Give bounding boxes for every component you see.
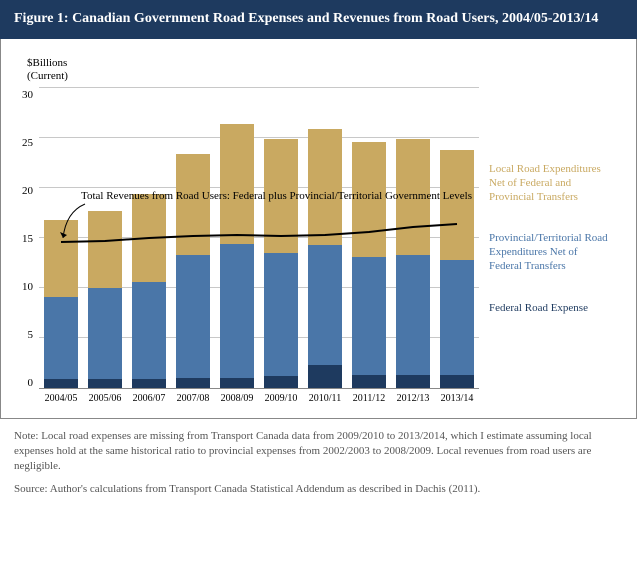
xtick: 2012/13 (396, 393, 430, 404)
bar-segment-federal (132, 379, 166, 388)
bar-group (352, 142, 386, 388)
bar-segment-provincial (440, 260, 474, 375)
bar-segment-provincial (396, 255, 430, 375)
bar-segment-provincial (88, 288, 122, 379)
xtick: 2007/08 (176, 393, 210, 404)
xtick: 2010/11 (308, 393, 342, 404)
bar-segment-federal (396, 375, 430, 388)
xtick: 2013/14 (440, 393, 474, 404)
ytick: 10 (22, 281, 33, 293)
bar-segment-provincial (264, 253, 298, 376)
ytick: 5 (28, 329, 34, 341)
legend-item: Local Road Expenditures Net of Federal a… (489, 163, 609, 204)
bar-segment-provincial (44, 297, 78, 379)
bar-segment-local (440, 150, 474, 260)
bar-segment-federal (88, 379, 122, 388)
xtick: 2011/12 (352, 393, 386, 404)
bar-segment-federal (44, 379, 78, 388)
bar-segment-provincial (220, 244, 254, 378)
bar-segment-provincial (308, 245, 342, 365)
bar-segment-local (220, 124, 254, 244)
bar-segment-provincial (352, 257, 386, 375)
bar-group (220, 124, 254, 388)
bar-segment-local (132, 194, 166, 282)
bar-group (396, 139, 430, 388)
xtick: 2004/05 (44, 393, 78, 404)
line-annotation: Total Revenues from Road Users: Federal … (81, 190, 472, 202)
gridline (39, 87, 479, 88)
bar-segment-federal (352, 375, 386, 388)
bar-group (308, 129, 342, 388)
bar-group (264, 139, 298, 388)
figure-header: Figure 1: Canadian Government Road Expen… (0, 0, 637, 39)
legend-item: Provincial/Territorial Road Expenditures… (489, 232, 609, 273)
source-text: Source: Author's calculations from Trans… (14, 482, 623, 497)
bar-segment-federal (176, 378, 210, 388)
bar-segment-federal (220, 378, 254, 388)
bar-segment-local (88, 211, 122, 288)
plot-and-legend: Total Revenues from Road Users: Federal … (39, 89, 626, 389)
bar-group (440, 150, 474, 388)
bar-segment-local (308, 129, 342, 245)
bar-group (44, 220, 78, 388)
plot-wrap: 30 25 20 15 10 5 0 Total Revenues from Road Us… (11, 89, 626, 389)
plot-area: Total Revenues from Road Users: Federal … (39, 89, 479, 389)
xtick: 2008/09 (220, 393, 254, 404)
footnotes: Note: Local road expenses are missing fr… (0, 419, 637, 512)
ytick: 15 (22, 233, 33, 245)
y-axis: 30 25 20 15 10 5 0 (11, 89, 39, 389)
bar-segment-provincial (132, 282, 166, 379)
ytick: 0 (28, 377, 34, 389)
bar-segment-federal (440, 375, 474, 388)
xtick: 2009/10 (264, 393, 298, 404)
bar-segment-federal (264, 376, 298, 388)
bar-segment-local (44, 220, 78, 297)
yaxis-label: $Billions (Current) (27, 57, 626, 83)
figure-title: Figure 1: Canadian Government Road Expen… (14, 11, 598, 26)
note-text: Note: Local road expenses are missing fr… (14, 429, 623, 474)
bar-group (88, 211, 122, 388)
ytick: 25 (22, 137, 33, 149)
xtick: 2005/06 (88, 393, 122, 404)
bar-segment-federal (308, 365, 342, 388)
bar-segment-provincial (176, 255, 210, 378)
bar-group (132, 194, 166, 388)
ytick: 20 (22, 185, 33, 197)
x-axis: 2004/05 2005/06 2006/07 2007/08 2008/09 2009/… (39, 393, 479, 404)
bars (39, 89, 479, 388)
legend: Local Road Expenditures Net of Federal a… (479, 89, 609, 389)
bar-segment-local (176, 154, 210, 255)
chart-container: $Billions (Current) 30 25 20 15 10 5 0 Total R… (0, 39, 637, 419)
ytick: 30 (22, 89, 33, 101)
xtick: 2006/07 (132, 393, 166, 404)
legend-item: Federal Road Expense (489, 302, 609, 316)
